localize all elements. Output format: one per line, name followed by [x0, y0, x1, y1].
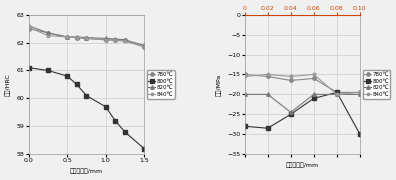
X-axis label: 距齿面距离/mm: 距齿面距离/mm — [70, 169, 103, 174]
Line: 820℃: 820℃ — [27, 24, 146, 47]
Line: 800℃: 800℃ — [243, 91, 362, 136]
820℃ — [242, 93, 247, 95]
780℃ — [335, 91, 339, 93]
820℃ — [335, 93, 339, 95]
780℃ — [74, 37, 79, 39]
800℃ — [103, 106, 108, 108]
800℃ — [358, 133, 362, 135]
780℃ — [46, 32, 50, 34]
820℃ — [142, 44, 147, 46]
820℃ — [358, 93, 362, 95]
780℃ — [84, 37, 89, 39]
820℃ — [74, 36, 79, 38]
820℃ — [27, 25, 31, 27]
840℃ — [288, 75, 293, 78]
780℃ — [242, 73, 247, 76]
800℃ — [242, 125, 247, 127]
820℃ — [103, 37, 108, 39]
Line: 780℃: 780℃ — [27, 27, 146, 49]
840℃ — [335, 93, 339, 95]
800℃ — [74, 83, 79, 86]
840℃ — [84, 37, 89, 39]
840℃ — [122, 40, 127, 42]
800℃ — [46, 69, 50, 72]
820℃ — [65, 36, 70, 38]
780℃ — [103, 39, 108, 41]
840℃ — [242, 75, 247, 78]
800℃ — [84, 94, 89, 97]
Y-axis label: 硬度/HRC: 硬度/HRC — [6, 73, 11, 96]
Line: 820℃: 820℃ — [243, 93, 362, 114]
780℃ — [311, 77, 316, 80]
780℃ — [288, 79, 293, 82]
820℃ — [288, 111, 293, 113]
840℃ — [113, 39, 118, 41]
820℃ — [265, 93, 270, 95]
780℃ — [265, 75, 270, 78]
840℃ — [265, 73, 270, 76]
780℃ — [113, 39, 118, 41]
780℃ — [65, 36, 70, 38]
780℃ — [358, 91, 362, 93]
840℃ — [74, 37, 79, 39]
840℃ — [65, 36, 70, 38]
800℃ — [288, 113, 293, 115]
780℃ — [142, 46, 147, 48]
800℃ — [311, 97, 316, 99]
800℃ — [65, 75, 70, 77]
840℃ — [46, 35, 50, 37]
840℃ — [27, 26, 31, 28]
800℃ — [265, 127, 270, 129]
800℃ — [27, 67, 31, 69]
840℃ — [358, 91, 362, 93]
Line: 840℃: 840℃ — [27, 26, 146, 49]
840℃ — [311, 73, 316, 76]
Line: 800℃: 800℃ — [27, 66, 146, 150]
800℃ — [142, 147, 147, 150]
820℃ — [311, 93, 316, 95]
820℃ — [113, 38, 118, 40]
820℃ — [84, 37, 89, 39]
X-axis label: 距齿面距离/mm: 距齿面距离/mm — [286, 163, 319, 168]
Legend: 780℃, 800℃, 820℃, 840℃: 780℃, 800℃, 820℃, 840℃ — [147, 70, 175, 99]
820℃ — [46, 32, 50, 34]
Line: 840℃: 840℃ — [243, 73, 362, 96]
Legend: 780℃, 800℃, 820℃, 840℃: 780℃, 800℃, 820℃, 840℃ — [363, 70, 390, 99]
800℃ — [335, 91, 339, 93]
800℃ — [113, 120, 118, 122]
Line: 780℃: 780℃ — [243, 73, 362, 94]
800℃ — [122, 131, 127, 133]
780℃ — [122, 39, 127, 41]
820℃ — [122, 39, 127, 41]
Y-axis label: 应力/MPa: 应力/MPa — [216, 73, 222, 96]
840℃ — [103, 39, 108, 41]
840℃ — [142, 46, 147, 48]
780℃ — [27, 28, 31, 30]
